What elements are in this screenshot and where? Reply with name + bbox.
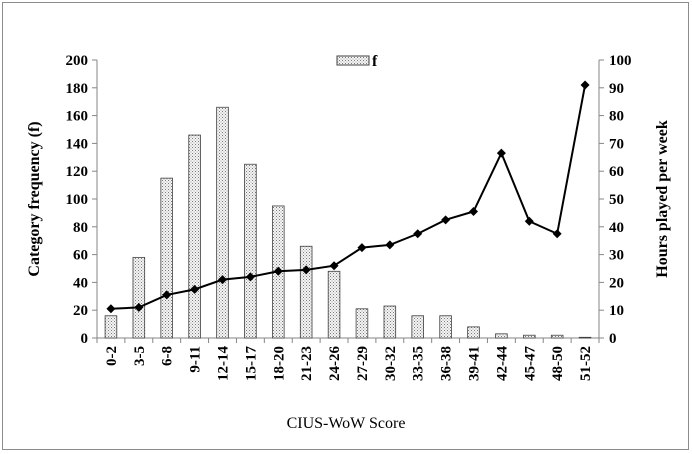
y2-tick-label: 80 [609,109,624,125]
bar [550,334,564,339]
bar [299,245,313,339]
y-tick-label: 80 [73,220,88,236]
legend: f [336,53,378,70]
y2-tick-label: 40 [609,220,624,236]
line-point [469,207,478,217]
line-point [413,229,423,239]
y2-tick-label: 50 [609,192,624,208]
x-tick-label: 6-8 [160,346,176,366]
x-tick-label: 51-52 [578,346,594,381]
line-point [134,302,144,312]
line-point [273,266,283,276]
y-tick-label: 160 [66,109,89,125]
y-tick-label: 100 [66,192,89,208]
line-point [245,272,255,282]
bar [244,163,257,339]
x-tick-label: 24-26 [327,346,343,381]
x-tick-label: 21-23 [299,346,315,381]
line-point [106,304,116,314]
bar [523,334,536,339]
line-point [580,80,590,90]
bar [216,106,229,339]
y-tick-label: 20 [73,303,88,319]
line-point [329,261,339,271]
legend-swatch [336,55,370,66]
legend-label: f [372,53,378,70]
bar [383,305,397,339]
y-tick-label: 0 [81,331,89,347]
bar [495,333,508,339]
bar [355,308,369,339]
y2-tick-label: 70 [609,136,624,152]
y2-tick-label: 30 [609,248,624,264]
y2-tick-label: 0 [609,331,617,347]
y-tick-label: 180 [66,81,89,97]
chart-frame [2,2,689,450]
y2-tick-label: 10 [609,303,624,319]
bar [104,315,118,339]
line-point [190,284,200,294]
bar [411,315,424,339]
line-point [357,243,367,253]
plot-area: 0 20 40 60 80 100 120 140 160 180 200 0 10 20 30 40 50 60… [66,53,632,381]
bar [439,315,452,339]
y-tick-label: 60 [73,248,88,264]
bar [327,270,341,339]
y2-tick-label: 20 [609,275,624,291]
bar [188,134,201,339]
y-tick-label: 40 [73,275,88,291]
y2-axis-title: Hours played per week [654,120,671,278]
line-point [524,216,534,226]
x-tick-label: 12-14 [216,346,232,381]
y-tick-label: 200 [66,53,89,69]
x-tick-label: 48-50 [550,346,566,381]
y-axis-title: Category frequency (f) [26,121,43,276]
x-tick-label: 9-11 [188,346,204,373]
y-tick-label: 120 [66,164,89,180]
x-tick-label: 33-35 [411,346,427,381]
line-point [441,215,451,225]
y2-tick-label: 90 [609,81,624,97]
hours-line [110,84,587,310]
bar [160,177,173,339]
x-tick-label: 15-17 [243,346,259,381]
x-tick-label: 45-47 [522,346,538,381]
x-tick-label: 30-32 [383,346,399,381]
y-tick-label: 140 [66,136,89,152]
bar [132,256,146,339]
line-point [301,265,311,275]
x-tick-label: 39-41 [467,346,483,381]
x-tick-label: 27-29 [355,346,371,381]
x-tick-label: 0-2 [104,346,120,366]
y2-tick-label: 60 [609,164,624,180]
line-point [162,290,172,300]
line-point [496,148,506,158]
bar [578,336,592,339]
x-tick-label: 42-44 [494,346,510,381]
x-tick-label: 18-20 [271,346,287,381]
x-axis-title: CIUS-WoW Score [287,415,406,432]
x-tick-label: 36-38 [439,346,455,381]
y2-tick-label: 100 [609,53,632,69]
line-point [218,275,227,285]
x-tick-label: 3-5 [132,346,148,366]
line-point [552,229,562,239]
line-point [385,240,395,250]
bar [467,326,480,339]
